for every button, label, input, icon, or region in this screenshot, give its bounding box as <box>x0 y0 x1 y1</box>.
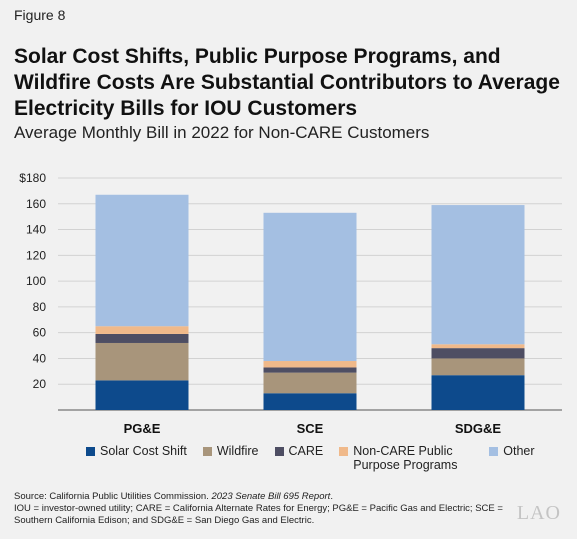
bar-segment-non-care-public-purpose-programs <box>95 326 189 334</box>
legend-swatch <box>86 447 95 456</box>
y-tick-label: 120 <box>26 248 46 262</box>
y-tick-label: 140 <box>26 223 46 237</box>
bar-segment-non-care-public-purpose-programs <box>263 361 357 368</box>
source-report-title: 2023 Senate Bill 695 Report <box>211 491 331 502</box>
y-tick-label: 40 <box>33 351 47 365</box>
legend-item: Wildfire <box>202 444 259 472</box>
figure-title: Solar Cost Shifts, Public Purpose Progra… <box>14 45 560 120</box>
y-tick-label: 20 <box>33 377 47 391</box>
legend-label: Solar Cost Shift <box>100 444 187 458</box>
lao-logo: LAO <box>516 502 561 524</box>
legend-swatch <box>489 447 499 456</box>
figure-subtitle: Average Monthly Bill in 2022 for Non-CAR… <box>14 123 430 142</box>
source-note: Source: California Public Utilities Comm… <box>14 491 534 527</box>
legend-label: Wildfire <box>216 444 259 458</box>
bar-segment-solar-cost-shift <box>263 393 357 410</box>
legend-item: Other <box>489 444 535 472</box>
x-category-label: SDG&E <box>455 421 502 436</box>
bar-segment-care <box>263 367 357 373</box>
legend-label: Other <box>503 444 535 458</box>
bar-segment-solar-cost-shift <box>95 380 189 410</box>
y-tick-label: 60 <box>33 326 47 340</box>
x-category-label: PG&E <box>124 421 161 436</box>
source-prefix: Source: California Public Utilities Comm… <box>14 491 212 502</box>
legend-swatch <box>202 447 212 456</box>
bar-segment-non-care-public-purpose-programs <box>431 344 525 349</box>
bar-segment-solar-cost-shift <box>431 375 525 410</box>
bar-segment-other <box>263 212 357 362</box>
legend-label: CARE <box>288 444 324 458</box>
source-suffix: . <box>330 491 333 502</box>
legend-item: Non-CARE Public Purpose Programs <box>339 444 473 472</box>
bar-segment-other <box>431 205 525 345</box>
legend-label: Non-CARE Public Purpose Programs <box>353 444 458 472</box>
chart-legend: Solar Cost Shift Wildfire CARE Non-CARE Pub… <box>86 444 566 472</box>
bar-segment-wildfire <box>95 342 189 381</box>
y-tick-label: 160 <box>26 197 46 211</box>
bar-segment-other <box>95 194 189 327</box>
abbreviation-notes: IOU = investor-owned utility; CARE = Cal… <box>14 503 503 526</box>
figure-label: Figure 8 <box>14 7 66 23</box>
bar-segment-care <box>95 333 189 343</box>
legend-swatch <box>274 447 284 456</box>
y-tick-label: 80 <box>33 300 47 314</box>
bar-segment-wildfire <box>431 358 525 376</box>
x-category-label: SCE <box>297 421 324 436</box>
legend-swatch <box>339 447 349 456</box>
legend-item: Solar Cost Shift <box>86 444 187 472</box>
bar-segment-care <box>431 348 525 359</box>
y-tick-label: $180 <box>19 171 46 185</box>
legend-item: CARE <box>274 444 324 472</box>
bar-segment-wildfire <box>263 372 357 394</box>
y-tick-label: 100 <box>26 274 46 288</box>
